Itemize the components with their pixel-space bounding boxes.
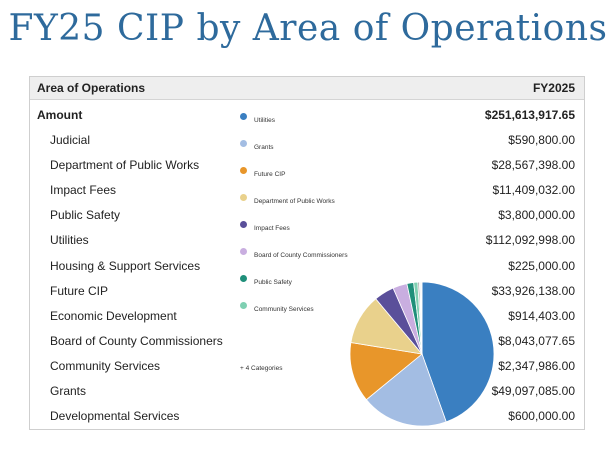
table-row: Judicial $590,800.00 <box>30 128 584 153</box>
legend-label: Future CIP <box>254 171 286 178</box>
legend-swatch <box>240 140 247 147</box>
legend-label: Utilities <box>254 117 275 124</box>
total-row: Amount $251,613,917.65 <box>30 103 584 128</box>
row-label: Community Services <box>50 358 161 373</box>
row-value: $49,097,085.00 <box>491 384 575 398</box>
row-label: Public Safety <box>50 208 121 223</box>
row-label: Board of County Commissioners <box>50 333 223 348</box>
legend-label: Public Safety <box>254 279 292 286</box>
row-value: $8,043,077.65 <box>498 333 575 348</box>
legend-swatch <box>240 113 247 120</box>
legend-label: Grants <box>254 144 274 151</box>
pie-slice-utilities[interactable] <box>421 281 495 423</box>
row-value: $2,347,986.00 <box>498 358 575 373</box>
legend-label: Community Services <box>254 306 314 313</box>
row-label: Grants <box>50 384 87 398</box>
row-value: $225,000.00 <box>508 258 575 273</box>
table-row: Economic Development $914,403.00 <box>30 304 584 329</box>
table-row: Public Safety $3,800,000.00 <box>30 203 584 228</box>
row-label: Judicial <box>50 133 91 147</box>
legend-more-categories[interactable]: + 4 Categories <box>240 365 283 372</box>
legend-swatch <box>240 221 247 228</box>
header-area-label: Area of Operations <box>37 81 146 95</box>
table-row: Impact Fees $11,409,032.00 <box>30 178 584 203</box>
row-value: $11,409,032.00 <box>492 183 575 198</box>
data-panel: Area of Operations FY2025 Amount $251,61… <box>29 76 585 430</box>
table-row: Department of Public Works $28,567,398.00 <box>30 153 584 178</box>
row-label: Department of Public Works <box>50 158 200 173</box>
legend-label: Department of Public Works <box>254 198 335 205</box>
legend-label: Board of County Commissioners <box>254 252 348 259</box>
row-value: $914,403.00 <box>508 308 575 323</box>
table-row: Grants $49,097,085.00 <box>30 379 584 404</box>
table-header: Area of Operations FY2025 <box>30 77 584 100</box>
row-value: $3,800,000.00 <box>498 208 575 223</box>
table-row: Board of County Commissioners $8,043,077.… <box>30 329 584 354</box>
table-row: Developmental Services $600,000.00 <box>30 404 584 429</box>
table-row: Housing & Support Services $225,000.00 <box>30 254 584 279</box>
row-value: $28,567,398.00 <box>491 158 575 173</box>
legend-swatch <box>240 167 247 174</box>
row-label: Economic Development <box>50 308 177 323</box>
pie-chart <box>349 281 495 427</box>
pie-slice-future-cip[interactable] <box>349 342 423 401</box>
total-value: $251,613,917.65 <box>484 108 575 122</box>
page-title: FY25 CIP by Area of Operations <box>8 8 608 49</box>
row-label: Utilities <box>50 233 89 248</box>
pie-slice-grants[interactable] <box>365 353 447 427</box>
legend-swatch <box>240 302 247 309</box>
row-label: Developmental Services <box>50 409 180 424</box>
row-label: Future CIP <box>50 283 109 298</box>
legend-label: Impact Fees <box>254 225 290 232</box>
table-row: Community Services $2,347,986.00 <box>30 354 584 379</box>
row-label: Impact Fees <box>50 183 117 198</box>
legend-swatch <box>240 275 247 282</box>
legend-swatch <box>240 248 247 255</box>
total-label: Amount <box>37 108 83 122</box>
row-value: $590,800.00 <box>508 133 575 147</box>
table-row: Utilities $112,092,998.00 <box>30 228 584 253</box>
row-value: $112,092,998.00 <box>485 233 575 248</box>
row-value: $600,000.00 <box>508 409 575 424</box>
header-year-label: FY2025 <box>532 81 575 95</box>
legend-swatch <box>240 194 247 201</box>
row-label: Housing & Support Services <box>50 258 201 273</box>
row-value: $33,926,138.00 <box>491 283 575 298</box>
table-row: Future CIP $33,926,138.00 <box>30 279 584 304</box>
